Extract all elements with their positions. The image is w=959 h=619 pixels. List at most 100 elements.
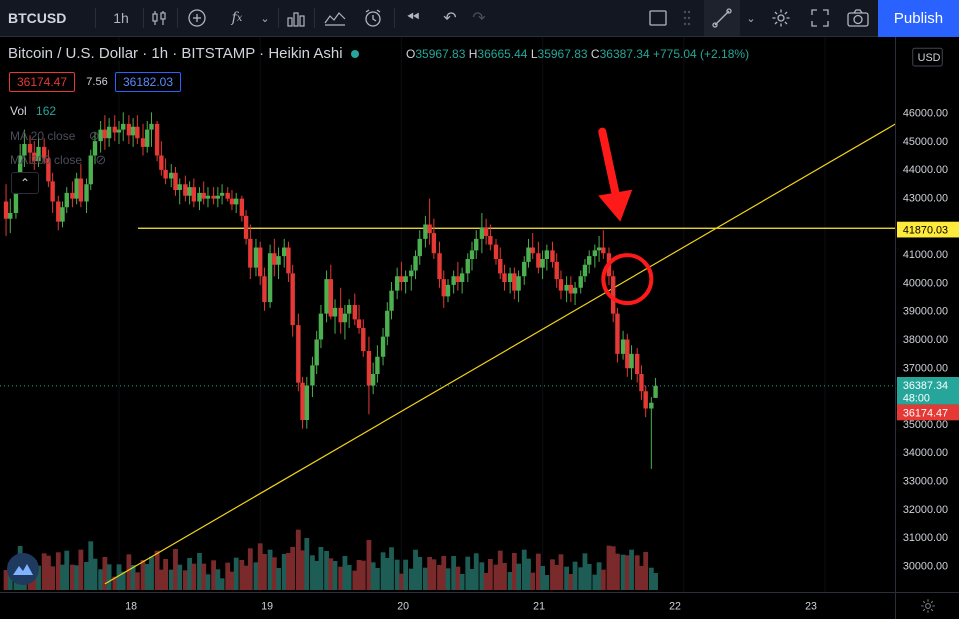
symbol-search-button[interactable]: BTCUSD xyxy=(8,10,67,26)
candle[interactable] xyxy=(578,270,583,294)
candle[interactable] xyxy=(22,129,27,167)
candle[interactable] xyxy=(50,172,55,213)
candle[interactable] xyxy=(74,172,79,205)
candle[interactable] xyxy=(431,218,437,259)
candle[interactable] xyxy=(324,270,329,323)
candle[interactable] xyxy=(403,270,408,294)
add-indicator-icon[interactable] xyxy=(184,0,210,36)
settings-gear-icon[interactable] xyxy=(768,0,794,36)
candle[interactable] xyxy=(32,141,37,170)
candle[interactable] xyxy=(272,238,277,277)
candle[interactable] xyxy=(413,250,418,280)
candle[interactable] xyxy=(437,241,442,288)
candle[interactable] xyxy=(116,121,122,144)
candle[interactable] xyxy=(243,210,249,245)
candle[interactable] xyxy=(8,198,13,234)
candle[interactable] xyxy=(375,345,380,383)
camera-icon[interactable] xyxy=(845,0,871,36)
candle[interactable] xyxy=(550,241,555,268)
candle[interactable] xyxy=(409,264,414,291)
candle[interactable] xyxy=(106,118,112,147)
candle[interactable] xyxy=(3,184,9,236)
candle[interactable] xyxy=(286,241,291,282)
axis-settings-corner[interactable] xyxy=(895,592,959,619)
candle[interactable] xyxy=(78,164,84,208)
layout-icon[interactable] xyxy=(645,0,671,36)
trendline-tool-icon[interactable] xyxy=(704,0,740,36)
candle[interactable] xyxy=(385,302,390,346)
candle[interactable] xyxy=(149,112,154,147)
candle[interactable] xyxy=(187,181,192,205)
hidden-eye-icon[interactable]: ⊘ xyxy=(88,128,100,143)
candle[interactable] xyxy=(163,158,168,185)
candle[interactable] xyxy=(282,238,287,268)
candle[interactable] xyxy=(370,362,376,395)
ma200-indicator-legend[interactable]: MA 200 close ⊘ xyxy=(10,152,106,168)
candle[interactable] xyxy=(417,230,422,265)
candle[interactable] xyxy=(290,264,295,337)
candle[interactable] xyxy=(145,121,150,153)
candle[interactable] xyxy=(554,253,559,288)
interval-button[interactable]: 1h xyxy=(113,10,129,26)
candle[interactable] xyxy=(536,241,541,274)
candle[interactable] xyxy=(564,276,569,303)
candle[interactable] xyxy=(239,195,245,222)
candle[interactable] xyxy=(451,270,456,294)
candle[interactable] xyxy=(493,238,499,265)
publish-button[interactable]: Publish xyxy=(878,0,959,37)
candle[interactable] xyxy=(568,276,574,303)
candle[interactable] xyxy=(219,184,225,205)
candle[interactable] xyxy=(643,385,648,418)
candle[interactable] xyxy=(159,141,164,176)
candle[interactable] xyxy=(586,250,592,274)
candle[interactable] xyxy=(84,178,89,214)
chevron-down-icon[interactable]: ⌄ xyxy=(746,12,756,25)
candle[interactable] xyxy=(253,238,259,277)
redo-icon[interactable]: ↷ xyxy=(472,10,486,27)
candle[interactable] xyxy=(479,213,485,254)
candle[interactable] xyxy=(483,218,489,245)
candle[interactable] xyxy=(459,267,465,294)
candle[interactable] xyxy=(154,121,160,162)
candle[interactable] xyxy=(522,256,527,285)
sell-price-button[interactable]: 36174.47 xyxy=(9,72,75,92)
candle[interactable] xyxy=(352,293,358,326)
candle[interactable] xyxy=(201,181,206,205)
volume-indicator-legend[interactable]: Vol 162 xyxy=(10,104,56,118)
ascending-trendline[interactable] xyxy=(104,123,895,585)
candle[interactable] xyxy=(445,279,451,303)
candle[interactable] xyxy=(498,247,503,280)
candle[interactable] xyxy=(60,201,65,228)
ma20-indicator-legend[interactable]: MA 20 close ⊘ xyxy=(10,128,100,144)
candle[interactable] xyxy=(582,259,588,282)
candle[interactable] xyxy=(130,118,136,147)
candle[interactable] xyxy=(98,121,103,153)
candle[interactable] xyxy=(332,299,338,334)
candle[interactable] xyxy=(41,138,47,165)
candle[interactable] xyxy=(361,319,366,357)
candle[interactable] xyxy=(639,365,644,400)
chart-legend-title[interactable]: Bitcoin / U.S. Dollar · 1h · BITSTAMP · … xyxy=(8,45,371,62)
candle[interactable] xyxy=(356,305,362,334)
candle[interactable] xyxy=(215,187,221,208)
candle[interactable] xyxy=(296,313,301,392)
hidden-eye-icon[interactable]: ⊘ xyxy=(95,152,107,167)
candle[interactable] xyxy=(248,224,253,280)
candle[interactable] xyxy=(64,187,69,213)
candle[interactable] xyxy=(225,187,230,202)
candle[interactable] xyxy=(140,123,146,156)
candle[interactable] xyxy=(183,175,188,202)
candle[interactable] xyxy=(620,330,626,360)
candle[interactable] xyxy=(427,198,432,245)
candle[interactable] xyxy=(211,187,216,205)
compare-icon[interactable] xyxy=(322,0,348,36)
candle[interactable] xyxy=(258,241,263,285)
candle[interactable] xyxy=(169,164,174,188)
candle[interactable] xyxy=(530,233,535,259)
candle[interactable] xyxy=(380,328,386,366)
candle[interactable] xyxy=(27,135,33,165)
candle[interactable] xyxy=(197,187,202,211)
candle[interactable] xyxy=(276,247,281,280)
candle[interactable] xyxy=(318,305,324,349)
candle[interactable] xyxy=(572,282,578,305)
